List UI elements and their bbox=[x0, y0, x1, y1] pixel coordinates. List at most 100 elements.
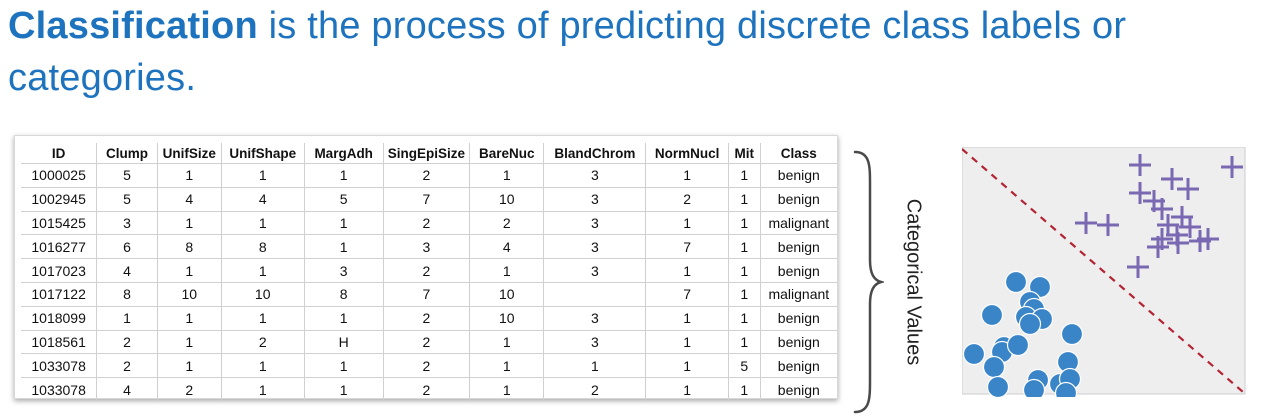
table-cell: 1033078 bbox=[21, 353, 97, 378]
table-row: 1033078 2 1 1 1 2 1 1 1 5 benign bbox=[21, 353, 837, 378]
table-cell: 1 bbox=[645, 258, 729, 283]
headline: Classification is the process of predict… bbox=[8, 0, 1258, 104]
table-cell: 1 bbox=[727, 210, 761, 235]
table-cell: 2 bbox=[382, 305, 470, 331]
table-cell: 1 bbox=[156, 329, 222, 354]
table-row: 1017023 4 1 1 3 2 1 3 1 1 benign bbox=[21, 258, 837, 283]
circle-marker bbox=[986, 375, 1010, 397]
circle-marker bbox=[962, 342, 986, 366]
plus-marker bbox=[1221, 156, 1243, 178]
table-cell: 1 bbox=[220, 258, 305, 283]
table-cell: 1 bbox=[303, 234, 384, 259]
categorical-values-label: Categorical Values bbox=[902, 198, 925, 366]
table-cell: 5 bbox=[303, 186, 384, 212]
table-cell: 2 bbox=[220, 329, 305, 354]
table-cell: 1 bbox=[469, 258, 544, 283]
headline-text: is the process of predicting discrete cl… bbox=[8, 5, 1127, 99]
column-header: MargAdh bbox=[303, 143, 384, 164]
table-cell: 1 bbox=[220, 210, 305, 235]
table-cell: 3 bbox=[543, 258, 646, 283]
table-row: 1033078 4 2 1 1 2 1 2 1 1 benign bbox=[21, 377, 837, 401]
table-cell: 10 bbox=[469, 281, 544, 307]
table-cell: 7 bbox=[382, 281, 470, 307]
table-cell: 1 bbox=[727, 234, 761, 259]
table-cell: 5 bbox=[96, 163, 158, 188]
table-cell: 3 bbox=[96, 210, 158, 235]
table-cell: 3 bbox=[543, 305, 646, 331]
table-cell: 1015425 bbox=[21, 210, 97, 235]
table-cell: 2 bbox=[382, 258, 470, 283]
column-header: SingEpiSize bbox=[382, 143, 470, 164]
table-cell: 3 bbox=[543, 329, 646, 354]
plus-class-group bbox=[1075, 154, 1243, 278]
table-row: 1016277 6 8 8 1 3 4 3 7 1 benign bbox=[21, 234, 837, 259]
table-cell: 1016277 bbox=[21, 234, 97, 259]
table-cell: 1 bbox=[727, 163, 761, 188]
table-cell: 1 bbox=[469, 353, 544, 378]
table-cell: 2 bbox=[382, 210, 470, 235]
table-cell: 1 bbox=[469, 163, 544, 188]
table-cell: H bbox=[303, 329, 384, 354]
table-cell: 1 bbox=[156, 163, 222, 188]
table-cell: 1 bbox=[727, 281, 761, 307]
table-cell: 1 bbox=[156, 210, 222, 235]
column-header: BareNuc bbox=[469, 143, 544, 164]
table-cell: 1 bbox=[220, 353, 305, 378]
column-header: UnifShape bbox=[220, 143, 305, 164]
table-cell: 10 bbox=[469, 186, 544, 212]
table-cell: 6 bbox=[96, 234, 158, 259]
table-cell: 1 bbox=[156, 353, 222, 378]
decision-boundary-line bbox=[962, 148, 1244, 393]
table-cell: malignant bbox=[759, 281, 837, 307]
table-row: 1015425 3 1 1 1 2 2 3 1 1 malignant bbox=[21, 210, 837, 235]
column-header: Class bbox=[759, 143, 837, 164]
table-cell: 8 bbox=[96, 281, 158, 307]
table-cell: 7 bbox=[645, 234, 729, 259]
plus-marker bbox=[1127, 256, 1149, 278]
table-cell: 1 bbox=[645, 377, 729, 401]
table-cell: 1 bbox=[220, 377, 305, 401]
plus-marker bbox=[1197, 228, 1219, 250]
plus-marker bbox=[1167, 232, 1189, 254]
table-cell: 1 bbox=[543, 353, 646, 378]
table-cell: 1 bbox=[727, 258, 761, 283]
column-header: Mit bbox=[727, 143, 761, 164]
column-header: UnifSize bbox=[156, 143, 222, 164]
table-cell: 7 bbox=[382, 186, 470, 212]
table-cell: 2 bbox=[382, 353, 470, 378]
table-cell: 3 bbox=[543, 210, 646, 235]
table-cell: 1 bbox=[303, 353, 384, 378]
column-header: BlandChrom bbox=[543, 143, 646, 164]
plus-marker bbox=[1157, 214, 1179, 236]
circle-marker bbox=[1006, 333, 1030, 357]
table-cell: 4 bbox=[96, 258, 158, 283]
table-cell: 1 bbox=[469, 377, 544, 401]
table-cell: 2 bbox=[156, 377, 222, 401]
table-cell: 1 bbox=[96, 305, 158, 331]
table-cell: benign bbox=[759, 258, 837, 283]
plus-marker bbox=[1177, 178, 1199, 200]
circle-marker bbox=[980, 303, 1004, 327]
table-cell: 1 bbox=[645, 353, 729, 378]
table-cell: 1 bbox=[727, 186, 761, 212]
table-cell: 1 bbox=[469, 329, 544, 354]
table-cell: 3 bbox=[543, 234, 646, 259]
table-cell: 1018561 bbox=[21, 329, 97, 354]
table-cell: 2 bbox=[469, 210, 544, 235]
table-cell: 4 bbox=[469, 234, 544, 259]
table-cell: benign bbox=[759, 234, 837, 259]
table-cell: 5 bbox=[727, 353, 761, 378]
table-cell: 1 bbox=[303, 305, 384, 331]
table-row: 1002945 5 4 4 5 7 10 3 2 1 benign bbox=[21, 186, 837, 212]
column-header: Clump bbox=[96, 143, 158, 164]
circle-marker bbox=[1022, 378, 1046, 397]
table-row: 1017122 8 10 10 8 7 10 7 1 malignant bbox=[21, 281, 837, 307]
table-cell: 1017023 bbox=[21, 258, 97, 283]
table-cell: 7 bbox=[645, 281, 729, 307]
table-body: 1000025 5 1 1 1 2 1 3 1 1 benign 1002945 5 4 4 5 7 10 3 2 1 b… bbox=[21, 163, 837, 401]
table-cell: 1000025 bbox=[21, 163, 97, 188]
table-cell: benign bbox=[759, 329, 837, 354]
table-cell: 2 bbox=[96, 329, 158, 354]
table-cell: benign bbox=[759, 353, 837, 378]
table-cell: 1 bbox=[220, 163, 305, 188]
